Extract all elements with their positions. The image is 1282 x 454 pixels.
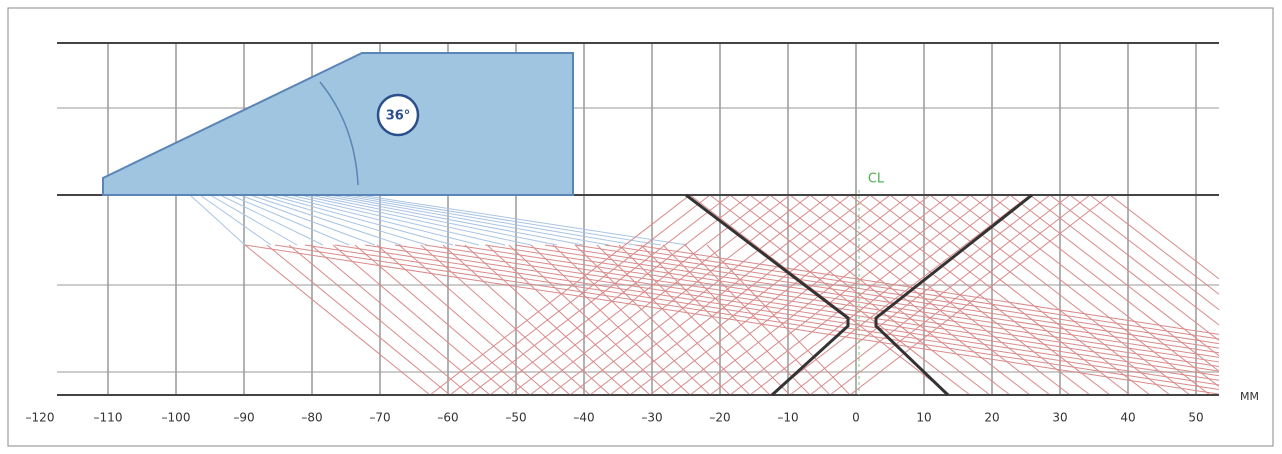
x-tick-label: 30 [1052, 411, 1067, 425]
x-tick-label: –60 [437, 411, 458, 425]
diagram: CL 36° MM –120–110–100–90–80–70–60–50–40… [0, 0, 1282, 454]
frame [8, 8, 1273, 446]
x-tick-label: –120 [26, 411, 55, 425]
x-tick-label: 40 [1120, 411, 1135, 425]
x-tick-label: 0 [852, 411, 860, 425]
wedge-angle: 36° [386, 109, 411, 124]
x-tick-label: –40 [573, 411, 594, 425]
x-tick-label: –20 [709, 411, 730, 425]
x-tick-label: –90 [233, 411, 254, 425]
x-tick-label: –50 [505, 411, 526, 425]
x-tick-label: –10 [777, 411, 798, 425]
centerline-label: CL [868, 172, 885, 187]
x-tick-label: 10 [916, 411, 931, 425]
x-tick-label: –30 [641, 411, 662, 425]
x-tick-label: –70 [369, 411, 390, 425]
x-tick-label: 50 [1188, 411, 1203, 425]
x-tick-label: –110 [94, 411, 123, 425]
x-tick-label: –100 [162, 411, 191, 425]
axis-unit: MM [1240, 390, 1259, 403]
x-tick-label: 20 [984, 411, 999, 425]
x-tick-label: –80 [301, 411, 322, 425]
